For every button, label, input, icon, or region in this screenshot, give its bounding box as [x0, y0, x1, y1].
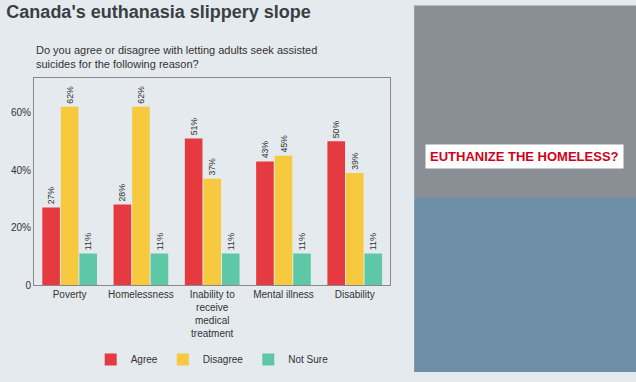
- svg-text:28%: 28%: [117, 184, 127, 202]
- svg-text:27%: 27%: [46, 187, 56, 205]
- svg-text:11%: 11%: [226, 233, 236, 251]
- svg-text:39%: 39%: [350, 152, 360, 170]
- svg-text:11%: 11%: [83, 233, 93, 251]
- svg-text:Mental illness: Mental illness: [253, 289, 314, 300]
- svg-text:20%: 20%: [11, 222, 31, 233]
- svg-text:62%: 62%: [136, 86, 146, 104]
- svg-text:Disagree: Disagree: [203, 354, 243, 365]
- svg-text:45%: 45%: [279, 135, 289, 153]
- svg-text:43%: 43%: [260, 141, 270, 159]
- svg-text:EUTHANIZE THE HOMELESS?: EUTHANIZE THE HOMELESS?: [430, 149, 619, 164]
- svg-text:11%: 11%: [297, 233, 307, 251]
- svg-text:51%: 51%: [189, 118, 199, 136]
- svg-text:Inability toreceivemedicaltrea: Inability toreceivemedicaltreatment: [190, 289, 235, 339]
- svg-text:37%: 37%: [207, 158, 217, 176]
- svg-text:Disability: Disability: [335, 289, 375, 300]
- svg-text:40%: 40%: [11, 165, 31, 176]
- svg-text:Do you agree or disagree with: Do you agree or disagree with letting ad…: [36, 44, 317, 70]
- svg-text:Agree: Agree: [131, 354, 158, 365]
- svg-text:Homelessness: Homelessness: [108, 289, 174, 300]
- svg-text:Canada's euthanasia slippery s: Canada's euthanasia slippery slope: [6, 2, 310, 22]
- svg-text:Poverty: Poverty: [53, 289, 87, 300]
- svg-text:11%: 11%: [155, 233, 165, 251]
- svg-text:0: 0: [25, 280, 31, 291]
- svg-text:50%: 50%: [331, 121, 341, 139]
- svg-text:60%: 60%: [11, 107, 31, 118]
- svg-text:11%: 11%: [368, 233, 378, 251]
- svg-text:Not Sure: Not Sure: [288, 354, 328, 365]
- svg-text:62%: 62%: [65, 86, 75, 104]
